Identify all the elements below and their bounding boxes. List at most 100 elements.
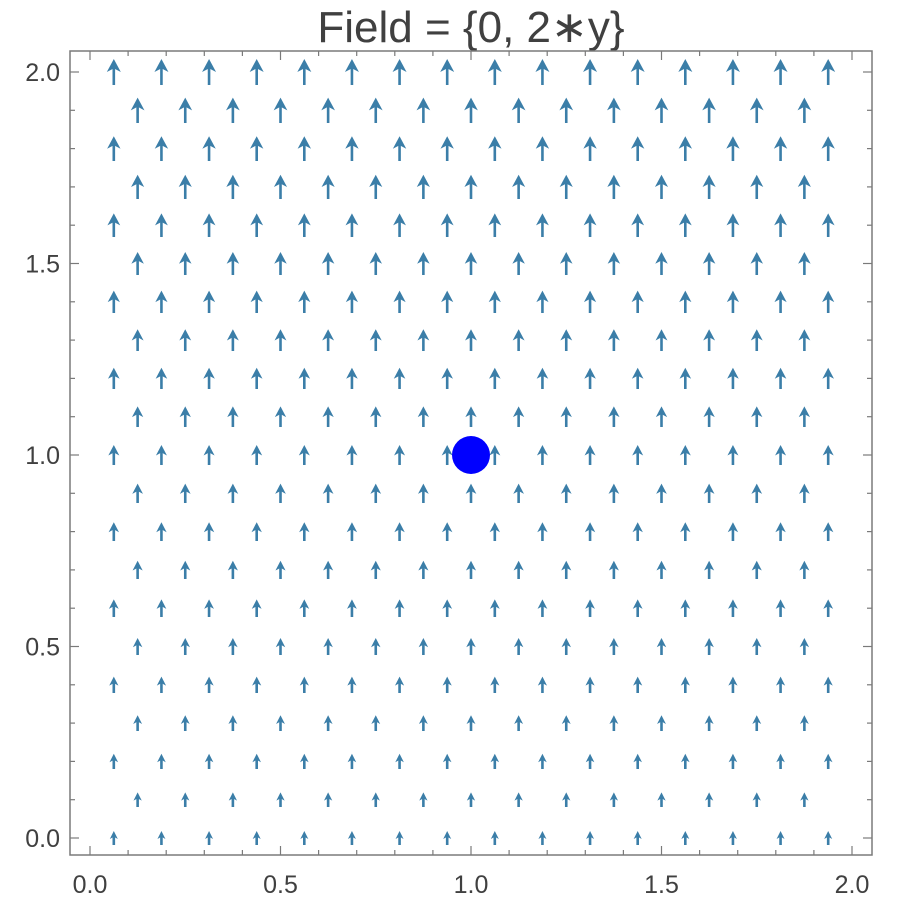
field-arrow: [488, 290, 501, 313]
field-arrow: [773, 136, 788, 161]
field-arrow: [775, 599, 786, 617]
field-arrow: [490, 753, 500, 769]
field-arrow: [249, 59, 264, 85]
field-arrow: [511, 97, 526, 123]
field-arrow: [490, 831, 499, 845]
field-arrow: [179, 406, 191, 427]
field-arrow: [751, 560, 762, 579]
field-arrow: [750, 252, 763, 275]
field-arrow: [512, 252, 525, 275]
field-arrow: [824, 831, 833, 845]
field-arrow: [703, 483, 715, 503]
field-arrow: [178, 174, 192, 199]
field-arrow: [130, 97, 145, 123]
field-arrow: [108, 522, 120, 541]
field-arrow: [203, 367, 215, 389]
field-arrow: [419, 792, 428, 807]
field-arrow: [297, 136, 312, 161]
field-arrow: [131, 252, 144, 275]
field-arrow: [299, 522, 310, 541]
field-arrow: [297, 213, 311, 237]
field-arrow: [180, 715, 190, 731]
field-arrow: [418, 560, 429, 579]
field-arrow: [656, 483, 667, 503]
field-arrow: [132, 483, 143, 503]
field-arrow: [370, 483, 382, 503]
field-arrow: [678, 136, 693, 161]
field-arrow: [300, 753, 309, 769]
field-arrow: [394, 522, 405, 541]
field-arrow: [106, 59, 121, 85]
field-arrow: [583, 213, 597, 237]
field-arrow: [657, 792, 666, 807]
field-arrow: [345, 136, 359, 161]
field-arrow: [609, 792, 619, 807]
field-arrow: [180, 560, 191, 579]
field-arrow: [442, 753, 452, 769]
field-arrow: [489, 599, 500, 617]
field-arrow: [679, 445, 691, 465]
field-arrow: [370, 406, 382, 427]
field-arrow: [202, 136, 216, 161]
x-axis-tick-labels: 0.0 0.5 1.0 1.5 2.0: [73, 871, 870, 899]
field-arrow: [274, 252, 287, 275]
field-arrow: [488, 213, 502, 237]
field-arrow: [776, 753, 785, 769]
field-arrow: [727, 367, 739, 389]
field-arrow: [393, 290, 406, 313]
field-arrow: [204, 753, 214, 769]
field-arrow: [226, 174, 240, 199]
field-arrow: [654, 174, 669, 199]
x-tick-label: 1.5: [644, 871, 679, 899]
field-arrow: [226, 329, 239, 351]
field-arrow: [702, 252, 716, 275]
field-arrow: [633, 676, 643, 693]
field-arrow: [155, 367, 168, 389]
field-arrow: [132, 638, 143, 655]
field-arrow: [441, 367, 453, 389]
arrow-layer: [106, 59, 836, 845]
field-arrow: [440, 136, 454, 161]
field-arrow: [274, 329, 287, 351]
point-marker: [452, 436, 490, 474]
field-arrow: [394, 445, 406, 465]
field-arrow: [347, 599, 357, 617]
field-arrow: [443, 831, 452, 845]
field-arrow: [466, 715, 476, 731]
field-arrow: [346, 522, 358, 541]
field-arrow: [252, 676, 262, 693]
field-arrow: [154, 136, 169, 161]
field-arrow: [679, 367, 692, 389]
field-arrow: [418, 715, 428, 731]
field-arrow: [416, 174, 430, 199]
field-arrow: [752, 792, 761, 807]
field-arrow: [321, 252, 335, 275]
field-arrow: [632, 445, 644, 465]
field-arrow: [273, 97, 288, 123]
field-arrow: [109, 676, 119, 693]
field-arrow: [656, 560, 667, 579]
field-arrow: [440, 213, 454, 237]
field-arrow: [798, 252, 811, 275]
field-arrow: [680, 522, 691, 541]
field-arrow: [750, 174, 764, 199]
field-arrow: [726, 290, 740, 313]
field-arrow: [822, 522, 834, 541]
field-arrow: [773, 59, 788, 85]
field-arrow: [537, 599, 548, 617]
field-arrow: [179, 483, 191, 503]
field-arrow: [156, 522, 167, 541]
field-arrow: [344, 59, 359, 85]
field-arrow: [393, 367, 406, 389]
field-arrow: [823, 676, 833, 693]
field-arrow: [678, 213, 692, 237]
field-arrow: [155, 445, 167, 465]
field-arrow: [750, 329, 763, 351]
field-arrow: [607, 174, 621, 199]
field-arrow: [395, 753, 404, 769]
field-arrow: [607, 252, 621, 275]
field-arrow: [608, 483, 620, 503]
field-arrow: [228, 638, 238, 655]
y-tick-label: 2.0: [25, 59, 60, 87]
field-arrow: [727, 522, 739, 541]
